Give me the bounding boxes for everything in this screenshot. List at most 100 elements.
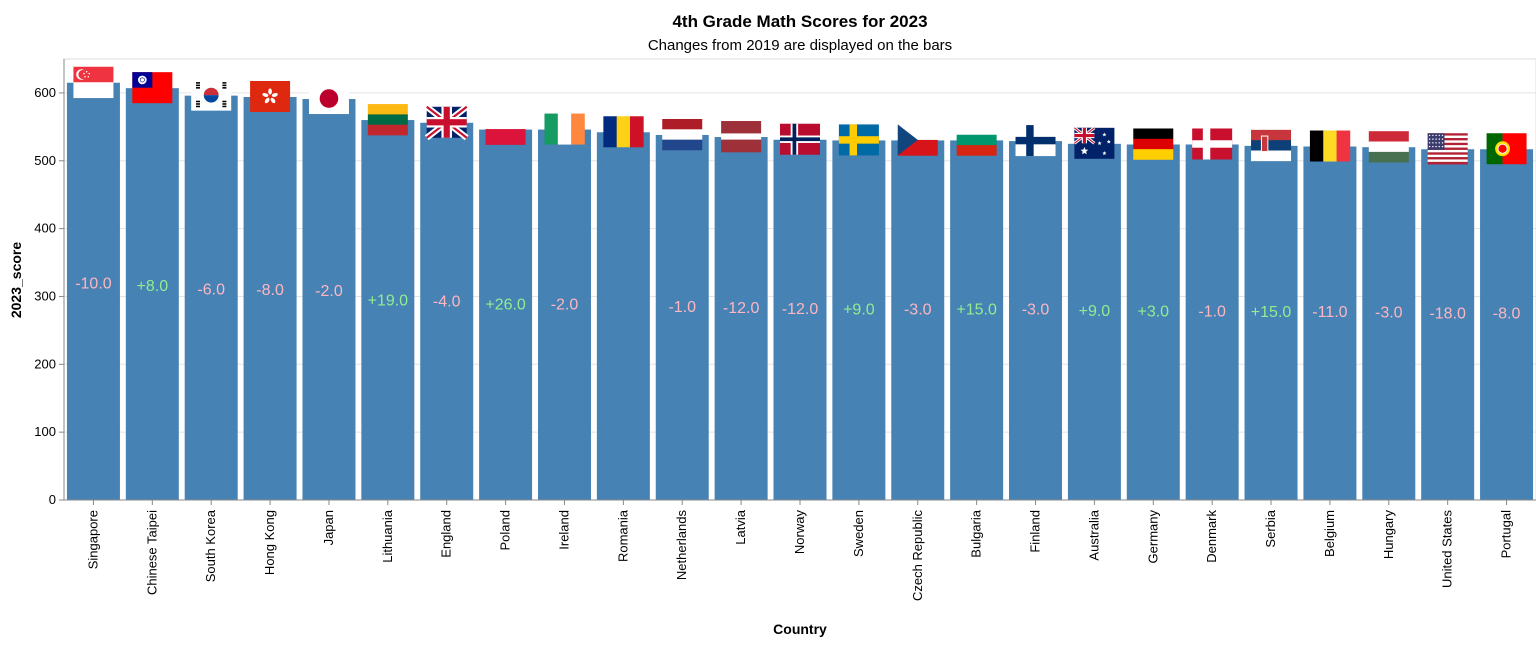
bar (655, 134, 709, 501)
romania-flag-icon (603, 116, 644, 148)
bar (479, 129, 533, 500)
netherlands-flag-icon (662, 118, 703, 151)
x-tick-label: Bulgaria (969, 509, 984, 557)
bar (891, 140, 945, 500)
norway-flag-icon (780, 123, 820, 155)
change-label: -2.0 (315, 283, 343, 300)
ireland-flag-icon (544, 113, 585, 145)
bar (302, 99, 356, 500)
x-tick-label: Latvia (733, 509, 748, 544)
bar (1421, 149, 1475, 500)
hong-kong-flag-icon (250, 80, 291, 112)
bars (66, 82, 1534, 501)
bar (184, 95, 238, 500)
bar (832, 140, 886, 500)
y-tick-label: 0 (49, 492, 56, 507)
bar (537, 129, 591, 500)
x-tick-label: Chinese Taipei (144, 510, 159, 595)
bar (1185, 144, 1239, 501)
bar (1009, 141, 1063, 500)
x-tick-label: Poland (498, 510, 513, 550)
x-tick-label: Portugal (1499, 510, 1514, 559)
czech-republic-flag-icon (897, 124, 938, 156)
change-label: +15.0 (1251, 304, 1292, 321)
x-tick-label: Hong Kong (262, 510, 277, 575)
y-tick-label: 400 (34, 221, 56, 236)
x-tick-label: Germany (1145, 510, 1160, 564)
change-label: -6.0 (197, 281, 225, 298)
change-label: +9.0 (1079, 303, 1111, 320)
y-tick-label: 100 (34, 424, 56, 439)
bulgaria-flag-icon (956, 124, 997, 156)
bar (714, 137, 768, 500)
y-tick-label: 600 (34, 85, 56, 100)
bar (361, 120, 415, 501)
japan-flag-icon (308, 83, 349, 115)
england-flag-icon (424, 104, 469, 141)
portugal-flag-icon (1486, 133, 1527, 165)
south-korea-flag-icon (191, 79, 232, 111)
change-labels: -10.0 +8.0 -6.0 -8.0 -2.0 +19.0 -4.0 +26.0 -2.0 -… (75, 275, 1520, 322)
bar (1362, 147, 1416, 500)
bar (1244, 145, 1298, 500)
change-label: +15.0 (956, 301, 997, 318)
change-label: -2.0 (551, 297, 579, 314)
bar (243, 96, 297, 501)
change-label: -1.0 (1198, 303, 1226, 320)
y-tick-label: 300 (34, 288, 56, 303)
x-tick-label: Belgium (1322, 510, 1337, 557)
change-label: -3.0 (1375, 304, 1403, 321)
x-tick-label: Romania (615, 509, 630, 562)
bar (420, 122, 474, 500)
x-tick-label: Sweden (851, 510, 866, 557)
bar (950, 140, 1004, 500)
y-axis-title: 2023_score (8, 242, 24, 319)
change-label: -11.0 (1312, 304, 1347, 321)
change-label: -8.0 (1493, 305, 1521, 322)
x-tick-label: Serbia (1263, 509, 1278, 547)
bar (1303, 146, 1357, 500)
x-tick-label: Norway (792, 510, 807, 555)
change-label: -4.0 (433, 294, 461, 311)
bar (1126, 144, 1180, 501)
change-label: -10.0 (75, 275, 112, 292)
bar (773, 139, 827, 500)
x-tick-label: Japan (321, 510, 336, 545)
australia-flag-icon (1073, 126, 1115, 159)
chinese-taipei-flag-icon (132, 72, 173, 104)
x-tick-label: England (439, 510, 454, 558)
x-tick-label: Netherlands (674, 510, 689, 581)
finland-flag-icon (1015, 125, 1056, 157)
bar (66, 82, 120, 500)
x-tick-label: United States (1440, 510, 1455, 589)
latvia-flag-icon (721, 121, 762, 153)
change-label: -3.0 (904, 301, 932, 318)
change-label: -1.0 (668, 299, 696, 316)
bar (1067, 143, 1121, 501)
change-label: +3.0 (1137, 303, 1169, 320)
y-tick-label: 200 (34, 356, 56, 371)
lithuania-flag-icon (367, 104, 408, 136)
denmark-flag-icon (1192, 128, 1233, 160)
serbia-flag-icon (1251, 129, 1292, 162)
x-tick-label: Hungary (1381, 510, 1396, 560)
change-label: -18.0 (1429, 305, 1466, 322)
change-label: +8.0 (137, 278, 169, 295)
x-tick-label: Ireland (556, 510, 571, 550)
united-states-flag-icon (1427, 133, 1468, 165)
x-tick-label: Lithuania (380, 509, 395, 563)
hungary-flag-icon (1368, 131, 1409, 163)
axes: 0 100 200 300 400 500 600 Singapore Chinese Taip… (34, 59, 1536, 601)
chart-title: 4th Grade Math Scores for 2023 (672, 12, 927, 31)
change-label: +19.0 (368, 292, 409, 309)
chart-subtitle: Changes from 2019 are displayed on the b… (648, 37, 952, 54)
change-label: -12.0 (723, 300, 760, 317)
y-tick-label: 500 (34, 153, 56, 168)
change-label: -8.0 (256, 282, 284, 299)
x-axis-title: Country (773, 621, 827, 637)
flags (73, 66, 1527, 165)
change-label: -12.0 (782, 301, 819, 318)
bar (1480, 149, 1534, 500)
x-tick-label: Denmark (1204, 510, 1219, 563)
